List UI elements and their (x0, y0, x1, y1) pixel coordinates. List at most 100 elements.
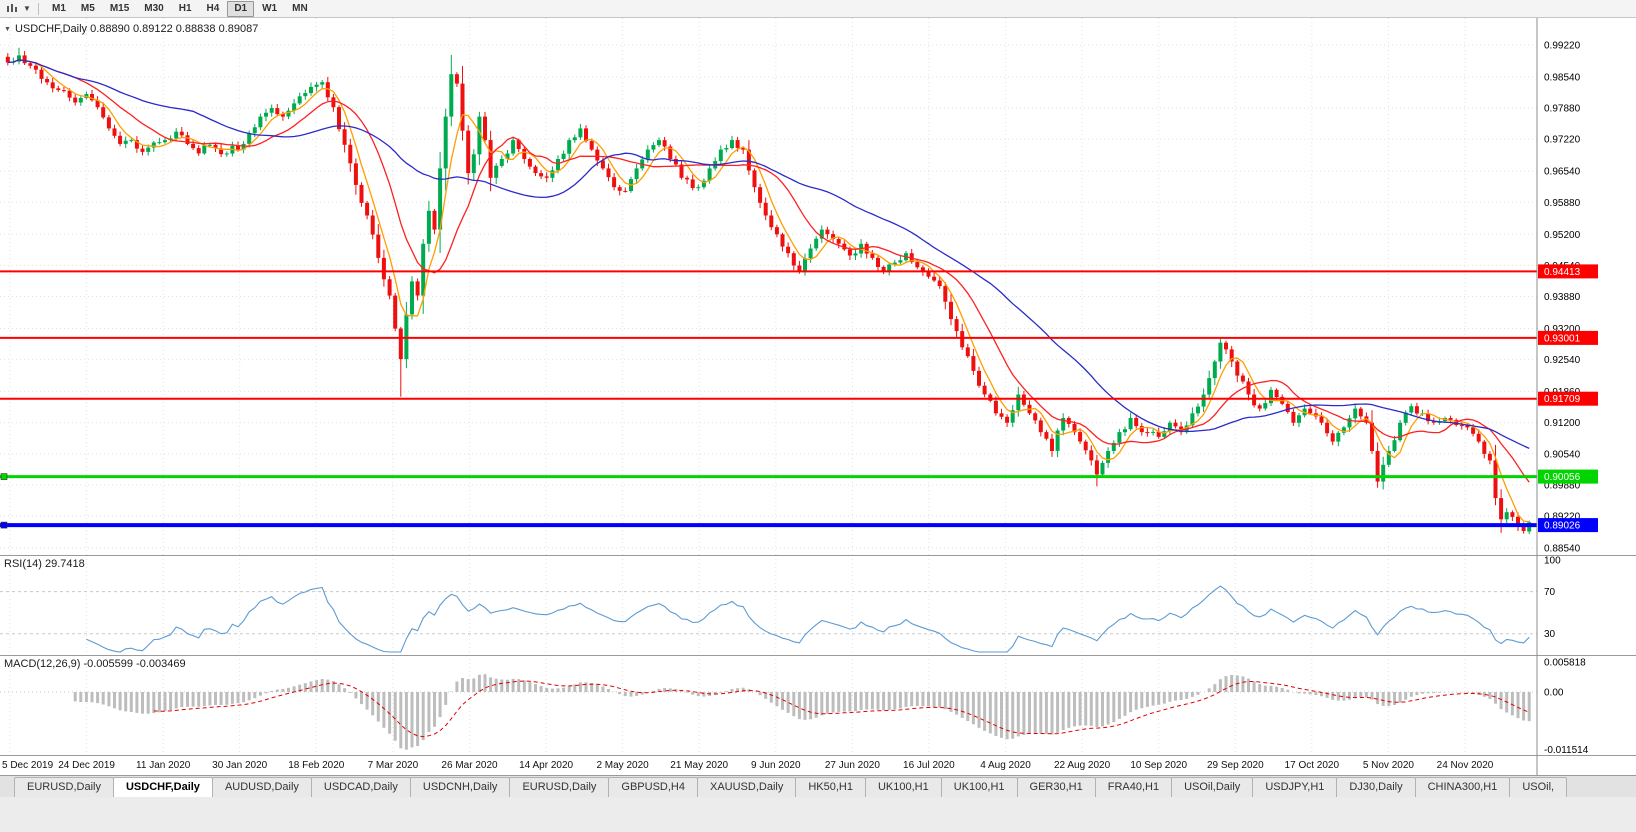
chart-tab-fra40-h1[interactable]: FRA40,H1 (1094, 777, 1173, 797)
grid (0, 18, 1537, 555)
time-axis[interactable]: 5 Dec 2019 24 Dec 2019 11 Jan 2020 30 Jan 2… (0, 755, 1636, 775)
svg-text:0.89220: 0.89220 (1544, 512, 1581, 523)
svg-text:0.92540: 0.92540 (1544, 355, 1581, 366)
svg-text:11 Jan 2020: 11 Jan 2020 (136, 760, 191, 771)
svg-text:0.88540: 0.88540 (1544, 544, 1581, 555)
hline-handle-0.89026[interactable] (0, 521, 8, 529)
timeframe-button-m5[interactable]: M5 (80, 2, 95, 14)
ma-mid-line (7, 59, 1530, 483)
chart-tab-gbpusd-h4[interactable]: GBPUSD,H4 (608, 777, 698, 797)
timeframe-button-w1[interactable]: W1 (262, 2, 278, 14)
svg-text:-0.011514: -0.011514 (1544, 745, 1589, 755)
main-chart-panel: 0.99220 0.98540 0.97880 0.97220 0.96540 0.958… (0, 18, 1636, 555)
time-axis-panel: 5 Dec 2019 24 Dec 2019 11 Jan 2020 30 Jan 2… (0, 755, 1636, 775)
timeframe-button-h4[interactable]: H4 (206, 2, 220, 14)
status-bar (0, 797, 1636, 832)
horizontal-lines-group (0, 270, 1537, 529)
chart-tab-usdchf-daily[interactable]: USDCHF,Daily (112, 777, 213, 797)
ma-slow-line (7, 59, 1530, 449)
timeframe-button-m30[interactable]: M30 (144, 2, 164, 14)
ma-fast-line (7, 59, 1530, 523)
chart-tab-audusd-daily[interactable]: AUDUSD,Daily (211, 777, 312, 797)
svg-text:5 Nov 2020: 5 Nov 2020 (1363, 760, 1415, 771)
svg-text:0.97880: 0.97880 (1544, 104, 1581, 115)
rsi-panel: 100 70 30 RSI(14) 29.7418 (0, 555, 1636, 655)
svg-text:70: 70 (1544, 587, 1556, 598)
hline-handle-0.90056[interactable] (0, 473, 8, 480)
chart-tab-eurusd-daily[interactable]: EURUSD,Daily (509, 777, 610, 797)
chart-tab-china300-h1[interactable]: CHINA300,H1 (1414, 777, 1511, 797)
chart-tab-usdcad-daily[interactable]: USDCAD,Daily (310, 777, 411, 797)
svg-text:30: 30 (1544, 629, 1556, 640)
macd-chart[interactable]: 0.005818 0.00 -0.011514 (0, 655, 1636, 755)
svg-text:24 Nov 2020: 24 Nov 2020 (1437, 760, 1494, 771)
timeframe-button-m1[interactable]: M1 (52, 2, 66, 14)
chart-tab-eurusd-daily[interactable]: EURUSD,Daily (14, 777, 114, 797)
svg-text:0.91709: 0.91709 (1544, 394, 1581, 405)
chart-tab-uk100-h1[interactable]: UK100,H1 (864, 777, 942, 797)
svg-text:0.00: 0.00 (1544, 688, 1564, 699)
chart-tab-dj30-daily[interactable]: DJ30,Daily (1336, 777, 1416, 797)
svg-text:30 Jan 2020: 30 Jan 2020 (212, 760, 267, 771)
chart-tabbar: EURUSD,Daily USDCHF,Daily AUDUSD,Daily USDC… (0, 775, 1636, 797)
candles-group (5, 47, 1532, 534)
svg-text:16 Jul 2020: 16 Jul 2020 (903, 760, 955, 771)
timeframe-button-mn[interactable]: MN (292, 2, 308, 14)
chart-tab-ger30-h1[interactable]: GER30,H1 (1016, 777, 1096, 797)
svg-text:0.95200: 0.95200 (1544, 230, 1581, 241)
svg-text:29 Sep 2020: 29 Sep 2020 (1207, 760, 1264, 771)
svg-text:0.89026: 0.89026 (1544, 521, 1581, 532)
svg-text:0.94413: 0.94413 (1544, 267, 1581, 278)
svg-text:0.98540: 0.98540 (1544, 73, 1581, 84)
svg-text:0.99220: 0.99220 (1544, 41, 1581, 52)
svg-text:0.97220: 0.97220 (1544, 135, 1581, 146)
macd-axis-labels: 0.005818 0.00 -0.011514 (1544, 658, 1589, 756)
svg-text:21 May 2020: 21 May 2020 (670, 760, 728, 771)
rsi-line (86, 585, 1530, 653)
timeframe-button-h1[interactable]: H1 (178, 2, 192, 14)
svg-text:0.95880: 0.95880 (1544, 198, 1581, 209)
svg-text:0.91200: 0.91200 (1544, 418, 1581, 429)
rsi-axis-labels: 100 70 30 (1544, 556, 1561, 641)
timeframe-toolbar: ▼ M1 M5 M15 M30 H1 H4 D1 W1 MN (0, 0, 1636, 18)
macd-histogram (73, 674, 1531, 750)
svg-text:4 Aug 2020: 4 Aug 2020 (980, 760, 1031, 771)
svg-text:0.005818: 0.005818 (1544, 658, 1586, 669)
svg-text:7 Mar 2020: 7 Mar 2020 (368, 760, 419, 771)
svg-text:0.96540: 0.96540 (1544, 167, 1581, 178)
price-line-tags: 0.94413 0.93001 0.91709 0.90056 0.89026 (1538, 264, 1598, 533)
price-axis[interactable] (1537, 18, 1636, 555)
svg-text:100: 100 (1544, 556, 1561, 567)
svg-text:0.90056: 0.90056 (1544, 472, 1581, 483)
chart-tab-usdcnh-daily[interactable]: USDCNH,Daily (409, 777, 511, 797)
svg-text:0.90540: 0.90540 (1544, 449, 1581, 460)
svg-text:0.93001: 0.93001 (1544, 333, 1581, 344)
timeframe-button-d1[interactable]: D1 (227, 0, 255, 17)
svg-text:26 Mar 2020: 26 Mar 2020 (441, 760, 498, 771)
svg-text:0.93200: 0.93200 (1544, 324, 1581, 335)
svg-text:9 Jun 2020: 9 Jun 2020 (751, 760, 801, 771)
chart-tab-usoil-daily[interactable]: USOil,Daily (1171, 777, 1254, 797)
chart-tab-hk50-h1[interactable]: HK50,H1 (795, 777, 866, 797)
svg-text:0.89880: 0.89880 (1544, 480, 1581, 491)
price-chart[interactable]: 0.99220 0.98540 0.97880 0.97220 0.96540 0.958… (0, 18, 1636, 555)
chart-window-icon[interactable] (3, 1, 21, 16)
chart-tab-uk100-h1[interactable]: UK100,H1 (940, 777, 1018, 797)
svg-text:18 Feb 2020: 18 Feb 2020 (288, 760, 345, 771)
svg-text:2 May 2020: 2 May 2020 (596, 760, 649, 771)
svg-text:27 Jun 2020: 27 Jun 2020 (825, 760, 880, 771)
macd-signal-line (153, 680, 1530, 738)
chart-type-dropdown-icon[interactable]: ▼ (23, 4, 31, 13)
svg-text:17 Oct 2020: 17 Oct 2020 (1285, 760, 1340, 771)
date-axis-labels: 5 Dec 2019 24 Dec 2019 11 Jan 2020 30 Jan 2… (2, 760, 1494, 771)
rsi-chart[interactable]: 100 70 30 (0, 555, 1636, 655)
svg-text:24 Dec 2019: 24 Dec 2019 (58, 760, 115, 771)
svg-text:10 Sep 2020: 10 Sep 2020 (1130, 760, 1187, 771)
chart-tab-xauusd-daily[interactable]: XAUUSD,Daily (696, 777, 797, 797)
svg-text:5 Dec 2019: 5 Dec 2019 (2, 760, 54, 771)
chart-tab-usoil[interactable]: USOil, (1509, 777, 1568, 797)
svg-text:0.93880: 0.93880 (1544, 292, 1581, 303)
chart-tab-usdjpy-h1[interactable]: USDJPY,H1 (1252, 777, 1338, 797)
svg-text:14 Apr 2020: 14 Apr 2020 (519, 760, 573, 771)
timeframe-button-m15[interactable]: M15 (109, 2, 130, 14)
